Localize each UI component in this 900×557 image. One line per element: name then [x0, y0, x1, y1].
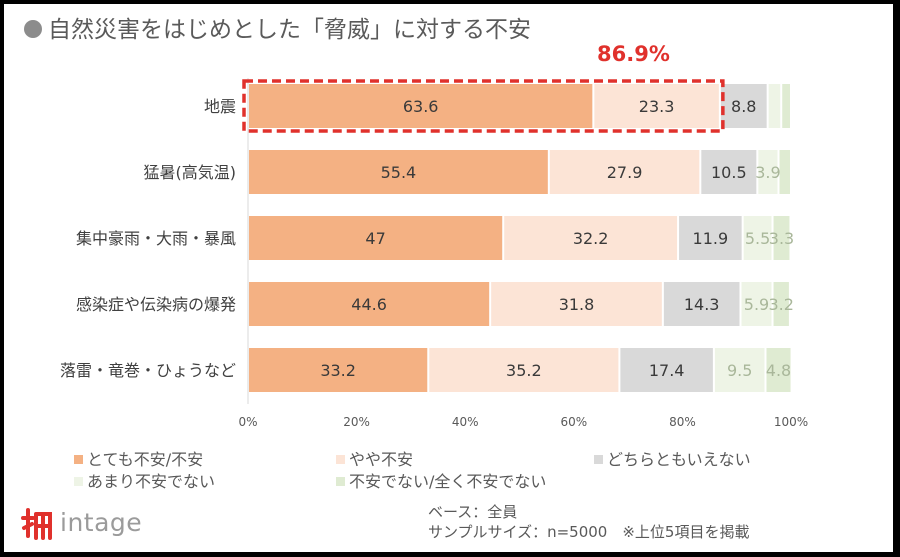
data-label: 55.4 [381, 163, 417, 182]
bar-segment [249, 216, 503, 260]
data-label: 4.8 [766, 361, 791, 380]
data-label: 9.5 [727, 361, 752, 380]
bar-segment [249, 84, 593, 128]
bar-segment [782, 84, 790, 128]
bar-segment [766, 348, 791, 392]
intage-logo-text: intage [60, 508, 143, 537]
bar-segment [429, 348, 619, 392]
bar-segment [768, 84, 781, 128]
bar-segment [773, 216, 790, 260]
bar-segment [249, 282, 490, 326]
bar-segment [549, 150, 700, 194]
bar-segment [679, 216, 742, 260]
bar-segment [758, 150, 778, 194]
data-label: 47 [365, 229, 385, 248]
x-tick-label: 80% [669, 415, 696, 429]
chart-title-text: 自然災害をはじめとした「脅威」に対する不安 [48, 17, 531, 43]
data-label: 14.3 [684, 295, 720, 314]
x-tick-label: 0% [238, 415, 257, 429]
bullet-icon [24, 19, 42, 38]
x-tick-label: 40% [452, 415, 479, 429]
x-tick-label: 20% [343, 415, 370, 429]
legend-label: どちらともいえない [607, 450, 751, 469]
slide: 自然災害をはじめとした「脅威」に対する不安 86.9% 地震 63.6 23.3 8.… [4, 4, 893, 552]
legend-swatch [594, 455, 603, 464]
data-label: 3.3 [769, 229, 794, 248]
intage-logo: intage [20, 506, 180, 542]
data-label: 5.9 [744, 295, 769, 314]
footer-note: ベース：全員 サンプルサイズ：n=5000 ※上位5項目を掲載 [428, 502, 749, 542]
data-label: 3.2 [768, 295, 793, 314]
legend-swatch [336, 455, 345, 464]
data-label: 3.9 [755, 163, 780, 182]
intage-logo-icon [21, 508, 52, 540]
data-label: 11.9 [693, 229, 729, 248]
category-label: 落雷・竜巻・ひょうなど [60, 361, 236, 380]
data-label: 8.8 [731, 97, 756, 116]
bar-segment [779, 150, 790, 194]
stacked-bar-chart: 地震 63.6 23.3 8.8 猛暑(高気温) 55.4 27.9 10.5 3.9 集中豪雨・… [60, 78, 808, 429]
bar-segment [743, 216, 772, 260]
bar-segment [249, 348, 428, 392]
category-label: 地震 [204, 97, 236, 116]
data-label: 27.9 [607, 163, 643, 182]
bar-segment [491, 282, 662, 326]
bar-segment [663, 282, 740, 326]
legend-item: とても不安/不安 [74, 446, 203, 470]
footer-base: ベース：全員 [428, 503, 518, 521]
data-label: 5.5 [745, 229, 770, 248]
category-label: 猛暑(高気温) [144, 163, 237, 182]
category-label: 感染症や伝染病の爆発 [76, 295, 236, 314]
legend-swatch [74, 477, 83, 486]
legend-label: とても不安/不安 [87, 450, 204, 469]
legend-swatch [74, 455, 83, 464]
data-label: 44.6 [351, 295, 387, 314]
bar-segment [720, 84, 767, 128]
legend-swatch [336, 477, 345, 486]
data-label: 63.6 [403, 97, 439, 116]
highlight-box [242, 79, 725, 133]
data-label: 17.4 [649, 361, 685, 380]
category-label: 集中豪雨・大雨・暴風 [76, 229, 236, 248]
footer-sample: サンプルサイズ：n=5000 ※上位5項目を掲載 [428, 523, 750, 541]
x-tick-label: 60% [560, 415, 587, 429]
data-label: 23.3 [639, 97, 675, 116]
bar-segment [594, 84, 719, 128]
x-tick-label: 100% [774, 415, 808, 429]
data-label: 35.2 [506, 361, 542, 380]
legend-item: 不安でない/全く不安でない [336, 468, 546, 492]
chart-title: 自然災害をはじめとした「脅威」に対する不安 [24, 10, 531, 44]
data-label: 33.2 [320, 361, 356, 380]
legend-label: やや不安 [349, 450, 414, 469]
bar-segment [249, 150, 548, 194]
legend-item: あまり不安でない [74, 468, 215, 492]
legend-label: 不安でない/全く不安でない [349, 472, 547, 491]
bar-segment [773, 282, 789, 326]
bar-segment [741, 282, 772, 326]
data-label: 32.2 [573, 229, 609, 248]
bar-segment [701, 150, 757, 194]
legend-item: やや不安 [336, 446, 413, 470]
legend-label: あまり不安でない [87, 472, 216, 491]
data-label: 10.5 [711, 163, 747, 182]
bar-segment [620, 348, 713, 392]
legend-item: どちらともいえない [594, 446, 751, 470]
data-label: 31.8 [559, 295, 595, 314]
chart-legend: とても不安/不安 やや不安 どちらともいえないあまり不安でない 不安でない/全く不安で… [74, 446, 804, 492]
bar-segment [504, 216, 678, 260]
highlight-callout: 86.9% [597, 42, 670, 66]
bar-segment [714, 348, 765, 392]
